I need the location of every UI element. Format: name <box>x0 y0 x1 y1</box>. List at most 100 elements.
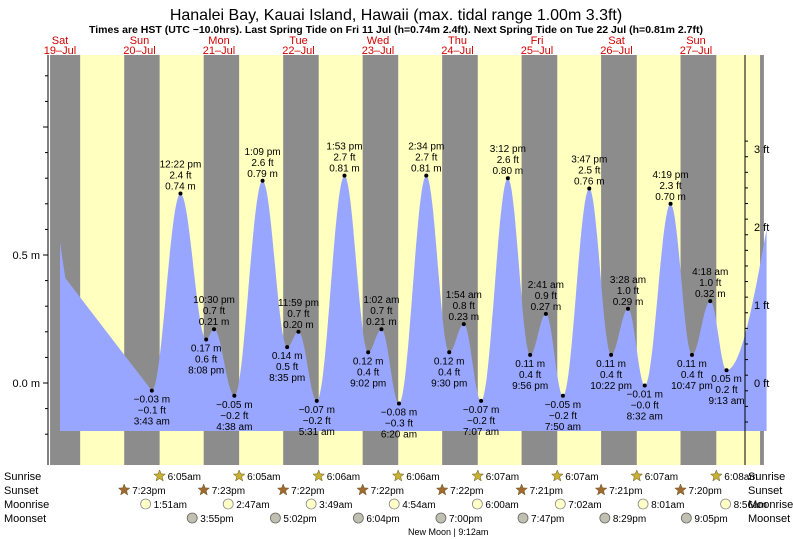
sunset-icon <box>276 483 290 496</box>
extreme-point <box>232 393 237 398</box>
extreme-ft: −0.2 ft <box>220 411 248 422</box>
sunrise-icon <box>232 469 246 482</box>
extreme-ft: 0.5 ft <box>276 362 298 373</box>
extreme-point <box>366 350 371 355</box>
sunset-time: 7:21pm <box>609 486 642 497</box>
day-of-week: Sat <box>608 35 625 47</box>
day-date: 20–Jul <box>123 45 155 57</box>
sunrise-time: 6:07am <box>486 472 519 483</box>
sunset-icon <box>515 483 528 496</box>
extreme-ft: 2.6 ft <box>251 158 273 169</box>
moonset-time: 5:02pm <box>283 514 316 525</box>
extreme-m: 0.11 m <box>596 359 626 370</box>
left-tick-label: 0.5 m <box>12 250 40 262</box>
extreme-ft: 0.4 ft <box>681 370 703 381</box>
extreme-ft: 0.4 ft <box>519 370 541 381</box>
extreme-m: 0.11 m <box>515 359 545 370</box>
extreme-m: 0.80 m <box>493 166 524 177</box>
moonset-time: 6:04pm <box>366 514 399 525</box>
extreme-time: 3:43 am <box>134 417 170 428</box>
moonrise-time: 8:56am <box>734 500 767 511</box>
extreme-m: −0.01 m <box>627 390 663 401</box>
day-of-week: Wed <box>367 35 389 47</box>
extreme-time: 7:50 am <box>545 422 581 433</box>
extreme-m: 0.17 m <box>191 343 222 354</box>
extreme-time: 9:02 pm <box>350 378 386 389</box>
sunrise-icon <box>312 469 326 482</box>
day-of-week: Tue <box>289 35 308 47</box>
extreme-ft: −0.2 ft <box>303 416 331 427</box>
sunset-time: 7:22pm <box>450 486 483 497</box>
day-date: 23–Jul <box>362 45 394 57</box>
extreme-point <box>505 176 510 181</box>
extreme-ft: −0.3 ft <box>385 418 413 429</box>
extreme-point <box>668 201 673 206</box>
extreme-point <box>149 388 154 393</box>
extreme-ft: 2.6 ft <box>497 155 519 166</box>
extreme-m: −0.08 m <box>381 407 417 418</box>
extreme-m: 0.74 m <box>165 182 196 193</box>
extreme-time: 4:38 am <box>216 422 252 433</box>
extreme-ft: 0.6 ft <box>195 354 217 365</box>
extreme-ft: 1.0 ft <box>699 278 721 289</box>
extreme-ft: 0.7 ft <box>203 306 225 317</box>
sunset-time: 7:21pm <box>530 486 563 497</box>
extreme-point <box>689 352 694 357</box>
astronomy-rows: Sunrise Sunrise Sunset Sunset Moonrise Moonri… <box>4 469 793 537</box>
extreme-ft: 0.7 ft <box>287 309 309 320</box>
extreme-ft: 2.7 ft <box>415 153 437 164</box>
sunrise-icon <box>550 469 564 482</box>
axes: 0.0 m 0.5 m 0 ft 1 ft 2 ft 3 ft <box>12 55 769 465</box>
moonset-time: 9:05pm <box>694 514 727 525</box>
extreme-point <box>342 173 347 178</box>
day-of-week: Sat <box>52 35 69 47</box>
sunrise-icon <box>709 469 723 482</box>
extreme-time: 9:30 pm <box>431 378 467 389</box>
extreme-time: 8:35 pm <box>269 373 305 384</box>
extreme-ft: −0.2 ft <box>549 411 577 422</box>
sunset-time: 7:22pm <box>291 486 324 497</box>
sunrise-time: 6:07am <box>565 472 598 483</box>
extreme-time: 2:41 am <box>528 280 564 291</box>
moonset-icon <box>680 512 692 524</box>
extreme-time: 4:19 pm <box>652 170 688 181</box>
right-tick-label: 0 ft <box>754 378 769 390</box>
moonset-icon <box>186 512 198 524</box>
extreme-ft: −0.2 ft <box>467 416 495 427</box>
moonrise-time: 7:02am <box>568 500 601 511</box>
extreme-ft: 0.4 ft <box>600 370 622 381</box>
right-tick-label: 1 ft <box>754 300 769 312</box>
extreme-m: 0.12 m <box>434 356 465 367</box>
extreme-ft: 2.3 ft <box>659 181 681 192</box>
moon-phase-label: New Moon | 9:12am <box>408 527 488 537</box>
extreme-time: 10:30 pm <box>193 295 235 306</box>
day-date: 24–Jul <box>441 45 473 57</box>
sunrise-icon <box>153 469 166 482</box>
extreme-point <box>642 383 647 388</box>
extreme-time: 11:59 pm <box>278 298 319 309</box>
moonrise-icon <box>140 498 152 510</box>
moonset-icon <box>270 512 281 524</box>
sunrise-time: 6:06am <box>327 472 360 483</box>
sunrise-icon <box>471 469 485 482</box>
moonrise-icon <box>222 498 234 510</box>
extreme-point <box>204 337 209 342</box>
extreme-m: 0.32 m <box>695 289 726 300</box>
day-date: 21–Jul <box>203 45 235 57</box>
chart-title: Hanalei Bay, Kauai Island, Hawaii (max. … <box>170 7 622 24</box>
extreme-ft: 2.5 ft <box>578 165 600 176</box>
extreme-time: 8:32 am <box>627 412 663 423</box>
moonset-time: 7:47pm <box>531 514 564 525</box>
extreme-m: 0.70 m <box>655 192 686 203</box>
moonset-icon <box>352 512 364 524</box>
extreme-ft: −0.0 ft <box>631 401 659 412</box>
extreme-time: 8:08 pm <box>188 365 224 376</box>
day-of-week: Mon <box>208 35 229 47</box>
row-label-right: Moonset <box>748 513 790 525</box>
row-label-right: Sunrise <box>748 471 785 483</box>
extreme-m: −0.03 m <box>134 395 170 406</box>
extreme-point <box>587 186 592 191</box>
sunset-icon <box>197 483 211 496</box>
day-of-week: Thu <box>448 35 467 47</box>
